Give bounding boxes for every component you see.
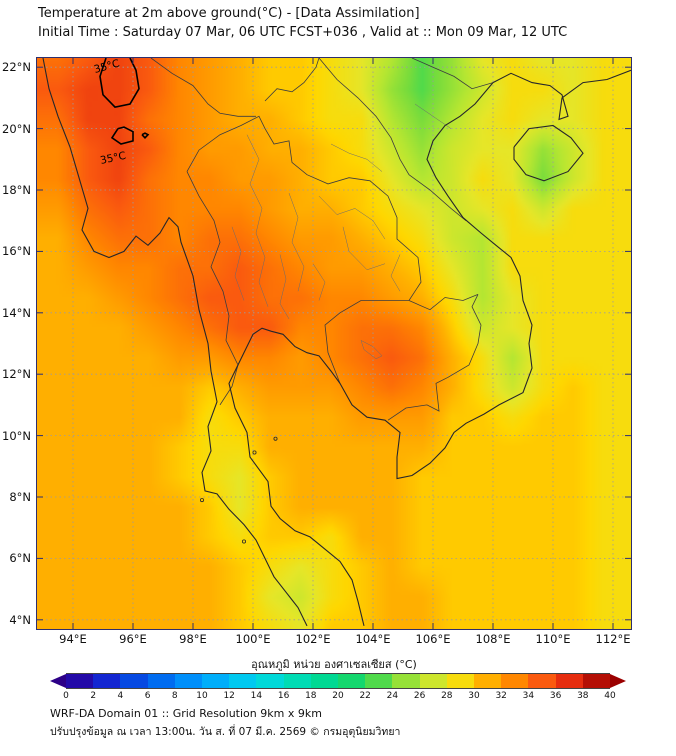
page-subtitle: Initial Time : Saturday 07 Mar, 06 UTC F… [38,25,568,40]
colorbar-left-arrow [50,674,66,688]
colorbar-tick-label: 8 [171,691,178,701]
colorbar-tick-label: 2 [90,691,97,701]
colorbar-right-arrow [610,674,626,688]
colorbar-tick-label: 4 [117,691,124,701]
lat-tick-label: 20°N [2,121,31,136]
colorbar-tick-label: 28 [441,691,453,701]
colorbar-tick-label: 18 [305,691,317,701]
latitude-axis: 22°N 20°N 18°N 16°N 14°N 12°N 10°N 8°N 6°N 4°N [0,57,34,630]
lon-tick-label: 110°E [535,632,571,646]
colorbar-tick-label: 34 [522,691,535,701]
colorbar [50,673,626,689]
colorbar-tick-labels: 0 2 4 6 8 10 12 14 16 18 20 22 24 26 28 30 32 34 36 38 40 [63,691,616,703]
lat-tick-label: 10°N [2,428,31,443]
lon-tick-label: 96°E [119,632,147,646]
lon-tick-label: 94°E [59,632,87,646]
colorbar-segment [582,674,611,688]
colorbar-segment [474,674,502,688]
colorbar-segment [256,674,284,688]
lat-tick-label: 8°N [9,489,31,504]
lat-tick-label: 22°N [2,60,31,75]
colorbar-segment [66,674,94,688]
colorbar-tick-label: 14 [250,691,263,701]
colorbar-segment [419,674,447,688]
lat-tick-label: 6°N [9,551,31,566]
colorbar-tick-label: 0 [63,691,69,701]
colorbar-segment [528,674,556,688]
footer-update-info: ปรับปรุงข้อมูล ณ เวลา 13:00น. วัน ส. ที่… [50,726,401,738]
colorbar-segment [446,674,475,688]
colorbar-tick-label: 26 [413,691,426,701]
colorbar-tick-label: 20 [332,691,344,701]
colorbar-segment [338,674,366,688]
lat-tick-label: 4°N [9,612,31,627]
colorbar-tick-label: 10 [196,691,208,701]
footer-model-info: WRF-DA Domain 01 :: Grid Resolution 9km … [50,707,322,720]
longitude-axis: 94°E 96°E 98°E 100°E 102°E 104°E 106°E 108°E 110… [36,632,632,648]
lon-tick-label: 100°E [235,632,271,646]
colorbar-tick-label: 30 [468,691,480,701]
colorbar-title: อุณหภูมิ หน่วย องศาเซลเซียส (°C) [251,658,417,671]
lon-tick-label: 98°E [179,632,207,646]
lon-tick-label: 104°E [355,632,391,646]
lon-tick-label: 102°E [295,632,331,646]
page-title: Temperature at 2m above ground(°C) - [Da… [38,6,420,21]
colorbar-tick-label: 22 [359,691,371,701]
lat-tick-label: 18°N [2,183,31,197]
colorbar-tick-label: 36 [549,691,562,701]
lon-tick-label: 108°E [475,632,511,646]
colorbar-tick-label: 12 [223,691,235,701]
lat-tick-label: 16°N [2,244,31,259]
lat-tick-label: 14°N [2,305,31,320]
colorbar-segment [310,674,339,688]
lon-tick-label: 112°E [595,632,631,646]
temperature-field-canvas [37,58,631,629]
colorbar-segment [365,674,393,688]
colorbar-segment [93,674,121,688]
colorbar-segment [202,674,230,688]
colorbar-segment [120,674,148,688]
lon-tick-label: 106°E [415,632,451,646]
colorbar-tick-label: 16 [277,691,290,701]
colorbar-segment [147,674,175,688]
colorbar-segment [555,674,583,688]
colorbar-segment [174,674,203,688]
colorbar-tick-label: 6 [144,691,151,701]
map-area: 35°C 35°C [36,57,632,630]
colorbar-tick-label: 38 [577,691,589,701]
colorbar-segment [229,674,257,688]
colorbar-segment [501,674,529,688]
colorbar-tick-label: 32 [495,691,507,701]
colorbar-segment [392,674,420,688]
lat-tick-label: 12°N [2,367,31,382]
colorbar-gradient [66,673,611,689]
colorbar-tick-label: 40 [604,691,616,701]
colorbar-segment [283,674,311,688]
colorbar-tick-label: 24 [386,691,399,701]
